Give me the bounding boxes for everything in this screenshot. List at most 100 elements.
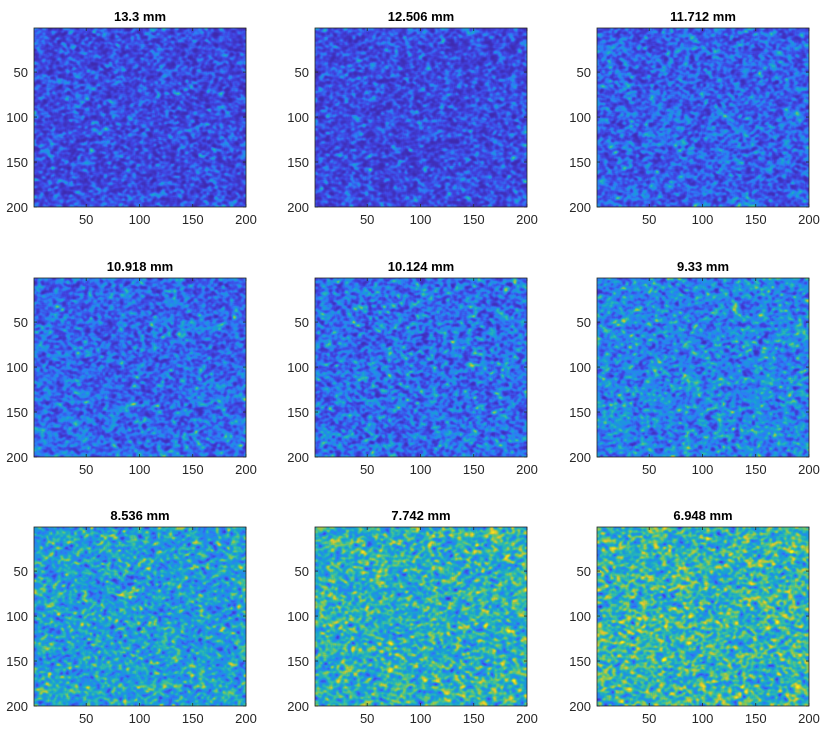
x-tick-label: 100 bbox=[410, 711, 432, 726]
x-tick-label: 50 bbox=[79, 462, 93, 477]
y-tick-label: 100 bbox=[6, 360, 28, 375]
x-tick-label: 150 bbox=[463, 711, 485, 726]
y-tick-label: 150 bbox=[569, 654, 591, 669]
subplot-title: 6.948 mm bbox=[673, 508, 732, 523]
y-tick-label: 200 bbox=[287, 699, 309, 714]
subplot-title: 7.742 mm bbox=[391, 508, 450, 523]
subplot-4: 10.918 mm 50 100 150 200 50 100 150 200 bbox=[6, 259, 257, 477]
x-tick-label: 200 bbox=[235, 212, 257, 227]
heatmap-image bbox=[315, 278, 527, 457]
heatmap-image bbox=[34, 28, 246, 207]
heatmap-image bbox=[597, 28, 809, 207]
x-tick-label: 200 bbox=[798, 462, 820, 477]
axes-box bbox=[596, 526, 810, 707]
x-tick-label: 100 bbox=[692, 212, 714, 227]
x-tick-label: 200 bbox=[798, 212, 820, 227]
subplot-8: 7.742 mm 50 100 150 200 50 100 150 200 bbox=[287, 508, 538, 726]
x-tick-label: 50 bbox=[360, 711, 374, 726]
axes-box bbox=[33, 526, 247, 707]
y-tick-label: 100 bbox=[287, 609, 309, 624]
x-tick-label: 150 bbox=[745, 212, 767, 227]
x-tick-label: 50 bbox=[360, 212, 374, 227]
y-tick-label: 100 bbox=[569, 609, 591, 624]
subplot-5: 10.124 mm 50 100 150 200 50 100 150 200 bbox=[287, 259, 538, 477]
y-tick-label: 100 bbox=[6, 609, 28, 624]
x-tick-label: 100 bbox=[410, 462, 432, 477]
y-tick-label: 100 bbox=[287, 360, 309, 375]
y-tick-label: 200 bbox=[6, 450, 28, 465]
y-tick-label: 50 bbox=[295, 315, 309, 330]
subplot-title: 8.536 mm bbox=[110, 508, 169, 523]
y-tick-label: 100 bbox=[287, 110, 309, 125]
axes-box bbox=[596, 27, 810, 208]
axes-box bbox=[33, 277, 247, 458]
x-tick-label: 200 bbox=[235, 711, 257, 726]
y-tick-label: 200 bbox=[287, 200, 309, 215]
x-tick-label: 200 bbox=[798, 711, 820, 726]
subplot-6: 9.33 mm 50 100 150 200 50 100 150 200 bbox=[569, 259, 820, 477]
y-tick-label: 150 bbox=[569, 405, 591, 420]
subplot-title: 13.3 mm bbox=[114, 9, 166, 24]
x-tick-label: 200 bbox=[516, 212, 538, 227]
x-tick-label: 150 bbox=[182, 711, 204, 726]
subplot-title: 9.33 mm bbox=[677, 259, 729, 274]
axes-box bbox=[314, 277, 528, 458]
y-tick-label: 200 bbox=[6, 200, 28, 215]
y-tick-label: 150 bbox=[287, 405, 309, 420]
x-tick-label: 200 bbox=[516, 462, 538, 477]
x-tick-label: 50 bbox=[642, 462, 656, 477]
x-tick-label: 150 bbox=[463, 462, 485, 477]
subplot-3: 11.712 mm 50 100 150 200 50 100 150 200 bbox=[569, 9, 820, 227]
heatmap-image bbox=[597, 278, 809, 457]
x-tick-label: 150 bbox=[182, 462, 204, 477]
y-tick-label: 50 bbox=[14, 564, 28, 579]
axes-box bbox=[596, 277, 810, 458]
y-tick-label: 150 bbox=[6, 654, 28, 669]
x-tick-label: 100 bbox=[692, 462, 714, 477]
y-tick-label: 200 bbox=[569, 450, 591, 465]
y-tick-label: 150 bbox=[569, 155, 591, 170]
subplot-title: 11.712 mm bbox=[670, 9, 736, 24]
y-tick-label: 150 bbox=[6, 405, 28, 420]
y-tick-label: 100 bbox=[569, 360, 591, 375]
y-tick-label: 50 bbox=[577, 315, 591, 330]
x-tick-label: 50 bbox=[360, 462, 374, 477]
x-tick-label: 150 bbox=[745, 462, 767, 477]
x-tick-label: 100 bbox=[129, 462, 151, 477]
y-tick-label: 50 bbox=[14, 315, 28, 330]
subplot-title: 10.124 mm bbox=[388, 259, 455, 274]
y-tick-label: 50 bbox=[295, 564, 309, 579]
x-tick-label: 100 bbox=[410, 212, 432, 227]
x-tick-label: 50 bbox=[79, 212, 93, 227]
heatmap-image bbox=[597, 527, 809, 706]
y-tick-label: 200 bbox=[287, 450, 309, 465]
x-tick-label: 150 bbox=[463, 212, 485, 227]
x-tick-label: 50 bbox=[79, 711, 93, 726]
subplot-9: 6.948 mm 50 100 150 200 50 100 150 200 bbox=[569, 508, 820, 726]
x-tick-label: 150 bbox=[182, 212, 204, 227]
y-tick-label: 50 bbox=[577, 65, 591, 80]
heatmap-image bbox=[34, 527, 246, 706]
subplot-2: 12.506 mm 50 100 150 200 50 100 150 200 bbox=[287, 9, 538, 227]
x-tick-label: 200 bbox=[235, 462, 257, 477]
x-tick-label: 100 bbox=[692, 711, 714, 726]
axes-box bbox=[314, 526, 528, 707]
y-tick-label: 50 bbox=[14, 65, 28, 80]
y-tick-label: 100 bbox=[569, 110, 591, 125]
subplot-7: 8.536 mm 50 100 150 200 50 100 150 200 bbox=[6, 508, 257, 726]
subplot-title: 12.506 mm bbox=[388, 9, 455, 24]
y-tick-label: 50 bbox=[577, 564, 591, 579]
y-tick-label: 150 bbox=[287, 155, 309, 170]
x-tick-label: 100 bbox=[129, 212, 151, 227]
heatmap-image bbox=[315, 527, 527, 706]
y-tick-label: 150 bbox=[6, 155, 28, 170]
y-tick-label: 200 bbox=[569, 699, 591, 714]
heatmap-image bbox=[315, 28, 527, 207]
y-tick-label: 100 bbox=[6, 110, 28, 125]
x-tick-label: 50 bbox=[642, 212, 656, 227]
y-tick-label: 200 bbox=[569, 200, 591, 215]
y-tick-label: 150 bbox=[287, 654, 309, 669]
y-tick-label: 50 bbox=[295, 65, 309, 80]
x-tick-label: 150 bbox=[745, 711, 767, 726]
